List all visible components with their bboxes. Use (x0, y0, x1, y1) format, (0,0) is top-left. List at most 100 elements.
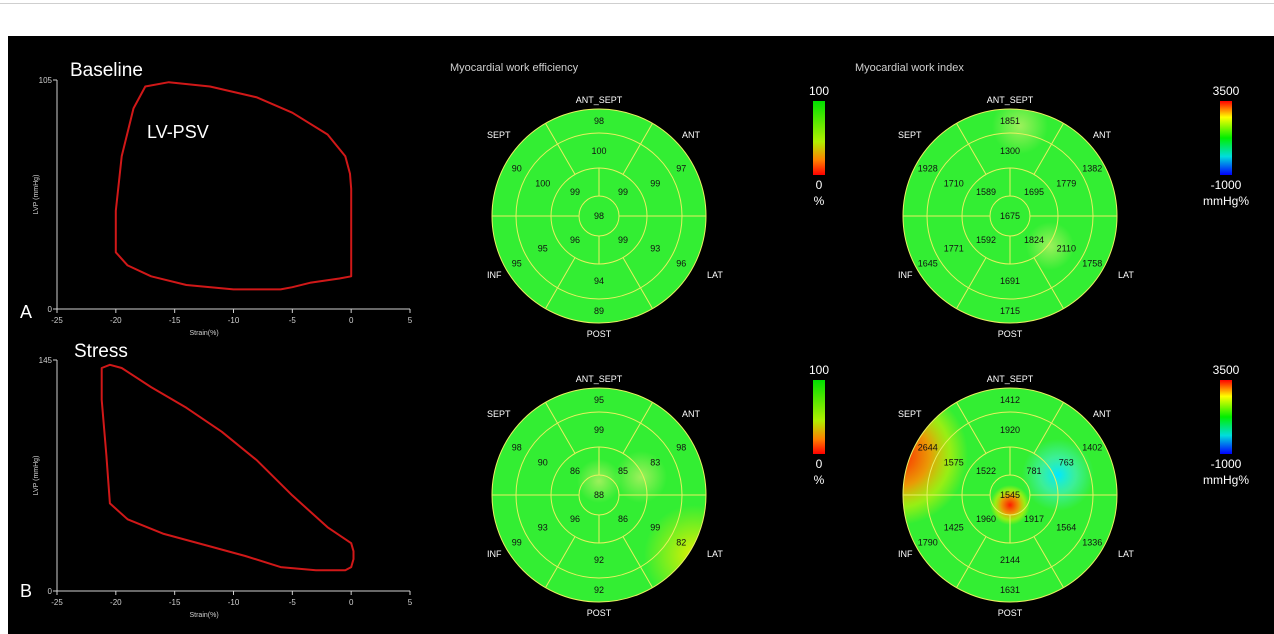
segment-divider (1033, 123, 1064, 175)
pressure-strain-loop-baseline: -25 -20 -15 -10 -5 0 5 0 105 Strain(%) LVP (mmHg) (33, 76, 413, 337)
hotspot (644, 505, 706, 602)
segment-value-apex: 88 (594, 490, 604, 500)
title-work-efficiency: Myocardial work efficiency (450, 62, 579, 74)
segment-value-apical: 96 (570, 235, 580, 245)
segment-divider (622, 536, 653, 588)
x-tick-label: -25 (51, 598, 63, 607)
colorbar-max: 3500 (1213, 363, 1240, 377)
colorbar-unit: mmHg% (1203, 194, 1249, 208)
segment-value-mid: 90 (538, 458, 548, 468)
segment-divider (545, 402, 576, 454)
segment-value-mid: 1920 (1000, 425, 1020, 435)
wall-label: ANT (1093, 409, 1112, 419)
top-divider (0, 3, 1274, 4)
segment-value-outer: 95 (512, 259, 522, 269)
wall-label: POST (998, 329, 1023, 339)
segment-value-apical: 86 (570, 466, 580, 476)
hotspot (903, 388, 968, 525)
x-tick-label: -5 (289, 316, 297, 325)
wall-label: ANT_SEPT (987, 95, 1034, 105)
segment-value-outer: 1402 (1082, 443, 1102, 453)
panel-letter-b: B (20, 581, 32, 601)
segment-value-apical: 1592 (976, 235, 996, 245)
colorbar-work-index-stress: 3500 -1000 mmHg% (1203, 363, 1249, 487)
wall-label: ANT_SEPT (576, 95, 623, 105)
segment-value-outer: 1790 (918, 538, 938, 548)
segment-value-mid: 100 (591, 146, 606, 156)
bullseye-work-index-baseline: 1851 1382 1758 1715 1645 1928 1300 1779 2110 1691… (898, 95, 1134, 339)
y-tick-label: 0 (48, 305, 53, 314)
segment-divider (1033, 257, 1064, 309)
wall-label: SEPT (487, 409, 511, 419)
segment-value-apical: 1824 (1024, 235, 1044, 245)
colorbar-max: 100 (809, 363, 829, 377)
wall-label: ANT (1093, 130, 1112, 140)
hotspot (1026, 222, 1074, 270)
colorbar-unit: % (814, 194, 825, 208)
wall-label: INF (487, 270, 502, 280)
segment-divider (545, 257, 576, 309)
segment-divider (956, 257, 987, 309)
colorbar-work-index-baseline: 3500 -1000 mmHg% (1203, 84, 1249, 208)
segment-value-apical: 99 (570, 187, 580, 197)
segment-value-mid: 99 (650, 179, 660, 189)
segment-value-apical: 86 (618, 514, 628, 524)
colorbar-unit: mmHg% (1203, 473, 1249, 487)
wall-label: POST (587, 608, 612, 618)
segment-value-outer: 2644 (918, 443, 938, 453)
x-tick-label: -10 (228, 598, 240, 607)
segment-value-outer: 98 (512, 443, 522, 453)
colorbar-min: -1000 (1211, 457, 1242, 471)
bullseye-work-index-stress: 1412 1402 1336 1631 1790 2644 1920 763 1564 2144 1… (898, 374, 1134, 618)
segment-value-outer: 92 (594, 585, 604, 595)
row-label-baseline: Baseline (70, 60, 143, 81)
x-axis-label: Strain(%) (189, 612, 218, 619)
wall-label: INF (898, 549, 913, 559)
hotspot (577, 459, 621, 503)
x-tick-label: 5 (408, 598, 413, 607)
colorbar-min: -1000 (1211, 178, 1242, 192)
wall-label: LAT (1118, 270, 1134, 280)
segment-value-apical: 781 (1027, 466, 1042, 476)
segment-value-outer: 95 (594, 395, 604, 405)
segment-value-outer: 99 (512, 538, 522, 548)
segment-divider (1033, 536, 1064, 588)
segment-value-outer: 97 (676, 164, 686, 174)
panel-letter-a: A (20, 302, 32, 322)
segment-value-outer: 96 (676, 259, 686, 269)
segment-divider (622, 257, 653, 309)
wall-label: ANT_SEPT (576, 374, 623, 384)
wall-label: ANT (682, 130, 701, 140)
segment-value-apical: 99 (618, 235, 628, 245)
segment-value-mid: 95 (538, 244, 548, 254)
segment-value-mid: 94 (594, 276, 604, 286)
segment-value-outer: 90 (512, 164, 522, 174)
row-label-stress: Stress (74, 341, 128, 362)
bullseye-efficiency-baseline: 98 97 96 89 95 90 100 99 93 94 95 100 99 99 99 96 98 ANT_… (487, 95, 723, 339)
segment-value-apical: 96 (570, 514, 580, 524)
y-tick-label: 145 (39, 356, 53, 365)
segment-value-mid: 1300 (1000, 146, 1020, 156)
colorbar-efficiency-baseline: 100 0 % (809, 84, 829, 208)
colorbar-max: 100 (809, 84, 829, 98)
segment-value-apical: 1695 (1024, 187, 1044, 197)
segment-value-outer: 98 (676, 443, 686, 453)
segment-value-mid: 99 (650, 523, 660, 533)
wall-label: LAT (1118, 549, 1134, 559)
wall-label: SEPT (487, 130, 511, 140)
y-axis-label: LVP (mmHg) (33, 175, 40, 215)
segment-value-mid: 100 (535, 179, 550, 189)
segment-value-apical: 1589 (976, 187, 996, 197)
x-tick-label: 0 (349, 598, 354, 607)
segment-value-outer: 82 (676, 538, 686, 548)
bullseye-disc (492, 109, 706, 323)
segment-value-apical: 1917 (1024, 514, 1044, 524)
segment-value-mid: 1575 (944, 458, 964, 468)
y-tick-label: 0 (48, 587, 53, 596)
segment-divider (956, 536, 987, 588)
colorbar-min: 0 (816, 457, 823, 471)
colorbar-max: 3500 (1213, 84, 1240, 98)
segment-value-outer: 1928 (918, 164, 938, 174)
